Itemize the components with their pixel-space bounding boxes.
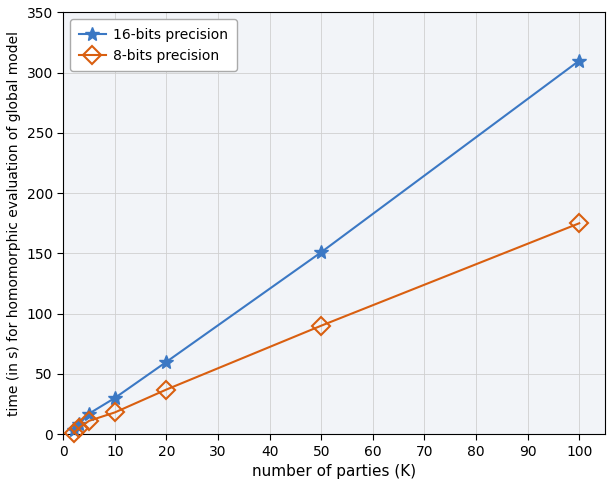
Y-axis label: time (in s) for homomorphic evaluation of global model: time (in s) for homomorphic evaluation o… bbox=[7, 31, 21, 416]
8-bits precision bbox=[70, 430, 77, 436]
8-bits precision bbox=[575, 220, 583, 226]
16-bits precision bbox=[75, 421, 83, 427]
16-bits precision bbox=[86, 411, 93, 417]
16-bits precision bbox=[163, 359, 170, 364]
8-bits precision bbox=[75, 425, 83, 431]
16-bits precision bbox=[575, 58, 583, 64]
8-bits precision bbox=[111, 410, 119, 416]
16-bits precision bbox=[70, 428, 77, 434]
8-bits precision bbox=[86, 418, 93, 424]
8-bits precision bbox=[318, 323, 325, 329]
X-axis label: number of parties (K): number of parties (K) bbox=[252, 464, 416, 479]
16-bits precision bbox=[111, 395, 119, 401]
8-bits precision bbox=[163, 386, 170, 392]
Line: 16-bits precision: 16-bits precision bbox=[67, 53, 586, 437]
Legend: 16-bits precision, 8-bits precision: 16-bits precision, 8-bits precision bbox=[70, 19, 237, 71]
Line: 8-bits precision: 8-bits precision bbox=[67, 217, 586, 439]
16-bits precision bbox=[318, 249, 325, 255]
